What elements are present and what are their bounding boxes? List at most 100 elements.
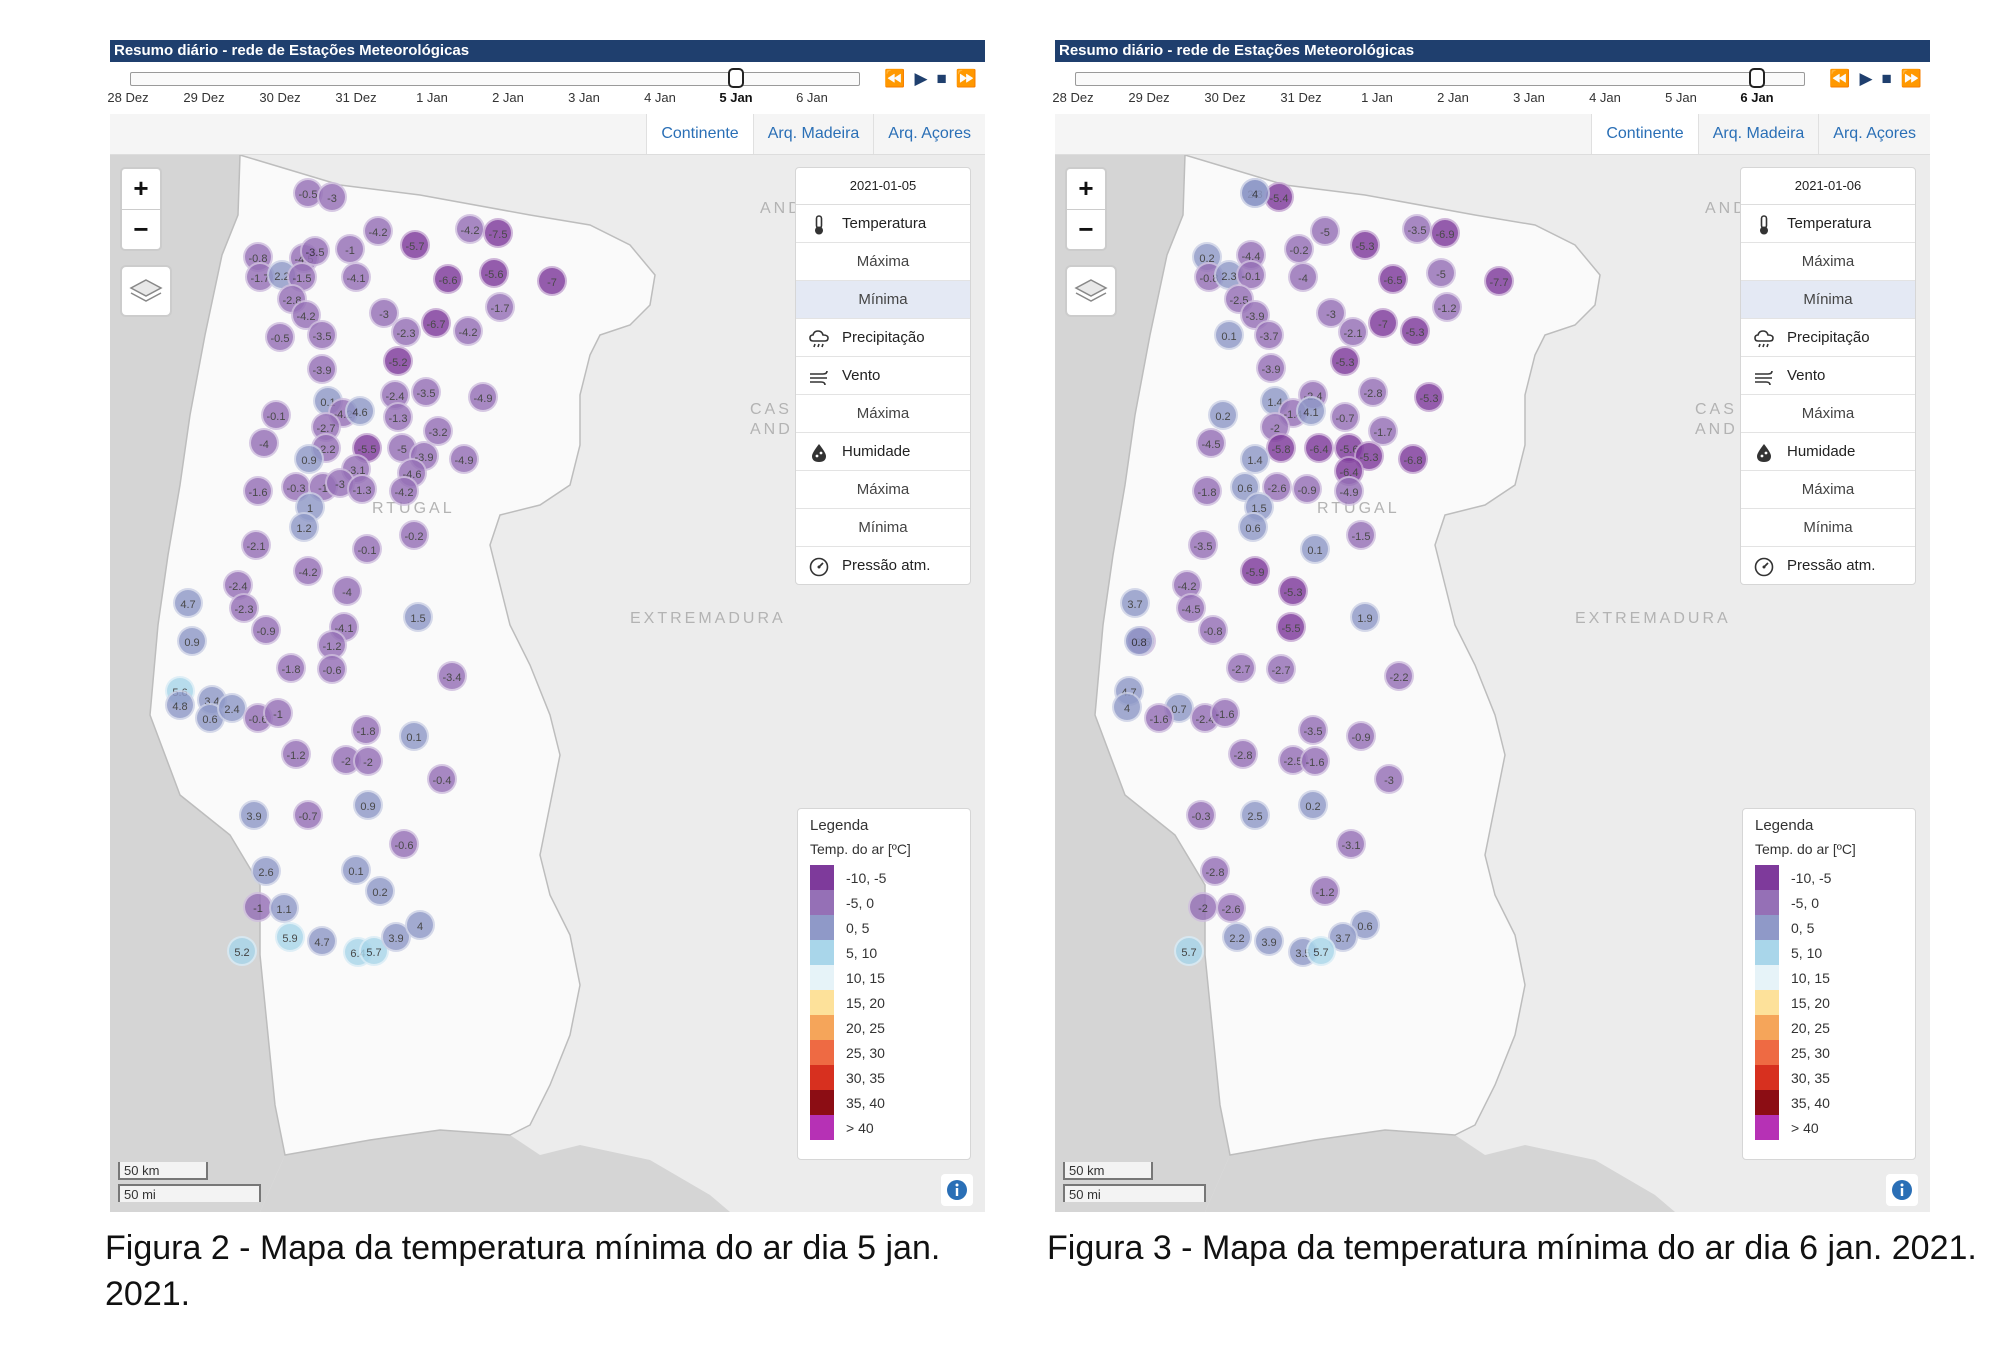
station-marker[interactable]: 4.8 <box>165 690 195 720</box>
station-marker[interactable]: -7 <box>1368 308 1398 338</box>
station-marker[interactable]: 3.7 <box>1120 588 1150 618</box>
map-canvas[interactable]: AND LEON CAS AND RTUGAL EXTREMADURA -0.5… <box>110 155 985 1212</box>
station-marker[interactable]: -4.9 <box>449 444 479 474</box>
timeline-tick-label[interactable]: 31 Dez <box>335 90 377 105</box>
station-marker[interactable]: 5.2 <box>227 936 257 966</box>
station-marker[interactable]: -0.7 <box>1330 402 1360 432</box>
station-marker[interactable]: -2.4 <box>1190 703 1220 733</box>
timeline-slider-thumb[interactable] <box>728 68 744 88</box>
station-marker[interactable]: -1.3 <box>383 402 413 432</box>
variable-option[interactable]: Precipitação <box>1741 319 1915 357</box>
station-marker[interactable]: 0.9 <box>353 790 383 820</box>
station-marker[interactable]: -1.2 <box>1310 876 1340 906</box>
station-marker[interactable]: -3.5 <box>1402 214 1432 244</box>
station-marker[interactable]: -2.6 <box>1262 472 1292 502</box>
station-marker[interactable]: -3.9 <box>307 354 337 384</box>
station-marker[interactable]: -2.7 <box>1266 654 1296 684</box>
station-marker[interactable]: -4.5 <box>1176 593 1206 623</box>
station-marker[interactable]: -1.6 <box>243 476 273 506</box>
map-canvas[interactable]: AND LEON CAS AND RTUGAL EXTREMADURA 2.3-… <box>1055 155 1930 1212</box>
fast-forward-icon[interactable]: ⏩ <box>1900 69 1922 88</box>
station-marker[interactable]: -5.3 <box>1278 576 1308 606</box>
station-marker[interactable]: -1.7 <box>485 292 515 322</box>
station-marker[interactable]: -3.2 <box>423 416 453 446</box>
station-marker[interactable]: -1.6 <box>1210 698 1240 728</box>
variable-option[interactable]: Pressão atm. <box>1741 547 1915 584</box>
station-marker[interactable]: -4.2 <box>293 556 323 586</box>
station-marker[interactable]: -2.1 <box>241 530 271 560</box>
station-marker[interactable]: -3.5 <box>1188 530 1218 560</box>
station-marker[interactable]: -0.1 <box>352 534 382 564</box>
station-marker[interactable]: -4.5 <box>1196 428 1226 458</box>
rewind-icon[interactable]: ⏪ <box>884 69 906 88</box>
station-marker[interactable]: -1.3 <box>347 474 377 504</box>
station-marker[interactable]: 2.4 <box>217 693 247 723</box>
variable-option[interactable]: Máxima <box>796 471 970 509</box>
info-button[interactable] <box>941 1174 973 1206</box>
station-marker[interactable]: -0.9 <box>1292 474 1322 504</box>
station-marker[interactable]: 4 <box>405 910 435 940</box>
station-marker[interactable]: -3.1 <box>1336 829 1366 859</box>
station-marker[interactable]: -1 <box>263 698 293 728</box>
variable-option[interactable]: Máxima <box>796 395 970 433</box>
variable-option[interactable]: Mínima <box>1741 509 1915 547</box>
station-marker[interactable]: -6.6 <box>433 264 463 294</box>
zoom-out-button[interactable]: − <box>122 209 160 250</box>
station-marker[interactable]: -1.2 <box>1432 292 1462 322</box>
station-marker[interactable]: -1.6 <box>1300 746 1330 776</box>
station-marker[interactable]: -0.5 <box>265 322 295 352</box>
station-marker[interactable]: -3.9 <box>1256 353 1286 383</box>
station-marker[interactable]: -2.8 <box>1200 856 1230 886</box>
station-marker[interactable]: 5.9 <box>275 922 305 952</box>
variable-option[interactable]: Humidade <box>1741 433 1915 471</box>
station-marker[interactable]: -2.3 <box>229 593 259 623</box>
station-marker[interactable]: -5.2 <box>383 346 413 376</box>
station-marker[interactable]: 0.8 <box>1124 626 1154 656</box>
zoom-in-button[interactable]: + <box>133 173 149 203</box>
stop-icon[interactable]: ■ <box>936 69 947 88</box>
station-marker[interactable]: -5.5 <box>1276 612 1306 642</box>
station-marker[interactable]: -7.5 <box>483 218 513 248</box>
station-marker[interactable]: -0.4 <box>427 764 457 794</box>
tab-arq-acores[interactable]: Arq. Açores <box>1818 114 1930 154</box>
station-marker[interactable]: 0.2 <box>1208 400 1238 430</box>
tab-arq-acores[interactable]: Arq. Açores <box>873 114 985 154</box>
station-marker[interactable]: -5.3 <box>1330 346 1360 376</box>
station-marker[interactable]: -3.5 <box>307 320 337 350</box>
station-marker[interactable]: 0.9 <box>294 444 324 474</box>
station-marker[interactable]: -0.2 <box>399 520 429 550</box>
fast-forward-icon[interactable]: ⏩ <box>955 69 977 88</box>
station-marker[interactable]: -7.7 <box>1484 266 1514 296</box>
station-marker[interactable]: 0.9 <box>177 626 207 656</box>
station-marker[interactable]: 4.1 <box>1296 396 1326 426</box>
timeline-tick-label[interactable]: 5 Jan <box>1665 90 1697 105</box>
station-marker[interactable]: 0.2 <box>1298 790 1328 820</box>
station-marker[interactable]: 0.1 <box>399 721 429 751</box>
station-marker[interactable]: -3 <box>1316 298 1346 328</box>
variable-option[interactable]: Humidade <box>796 433 970 471</box>
station-marker[interactable]: 2.2 <box>1222 922 1252 952</box>
station-marker[interactable]: 1.9 <box>1350 602 1380 632</box>
station-marker[interactable]: -2.1 <box>1338 317 1368 347</box>
station-marker[interactable]: -4.2 <box>389 476 419 506</box>
station-marker[interactable]: -4.1 <box>341 262 371 292</box>
timeline-tick-label[interactable]: 1 Jan <box>416 90 448 105</box>
timeline-tick-label[interactable]: 28 Dez <box>1052 90 1094 105</box>
station-marker[interactable]: -0.6 <box>317 654 347 684</box>
variable-option[interactable]: Máxima <box>1741 395 1915 433</box>
station-marker[interactable]: 2.5 <box>1240 800 1270 830</box>
station-marker[interactable]: -6.8 <box>1398 444 1428 474</box>
station-marker[interactable]: -5.8 <box>1266 433 1296 463</box>
play-icon[interactable]: ▶ <box>1859 69 1873 88</box>
station-marker[interactable]: -1.8 <box>276 653 306 683</box>
station-marker[interactable]: -5.3 <box>1350 230 1380 260</box>
station-marker[interactable]: 0.1 <box>341 855 371 885</box>
station-marker[interactable]: -1.8 <box>1192 476 1222 506</box>
station-marker[interactable]: 5.7 <box>1174 936 1204 966</box>
station-marker[interactable]: -0.9 <box>1346 721 1376 751</box>
station-marker[interactable]: -3.4 <box>437 661 467 691</box>
timeline-tick-label[interactable]: 1 Jan <box>1361 90 1393 105</box>
station-marker[interactable]: -2 <box>353 746 383 776</box>
station-marker[interactable]: 4.7 <box>307 926 337 956</box>
variable-option[interactable]: Máxima <box>1741 471 1915 509</box>
